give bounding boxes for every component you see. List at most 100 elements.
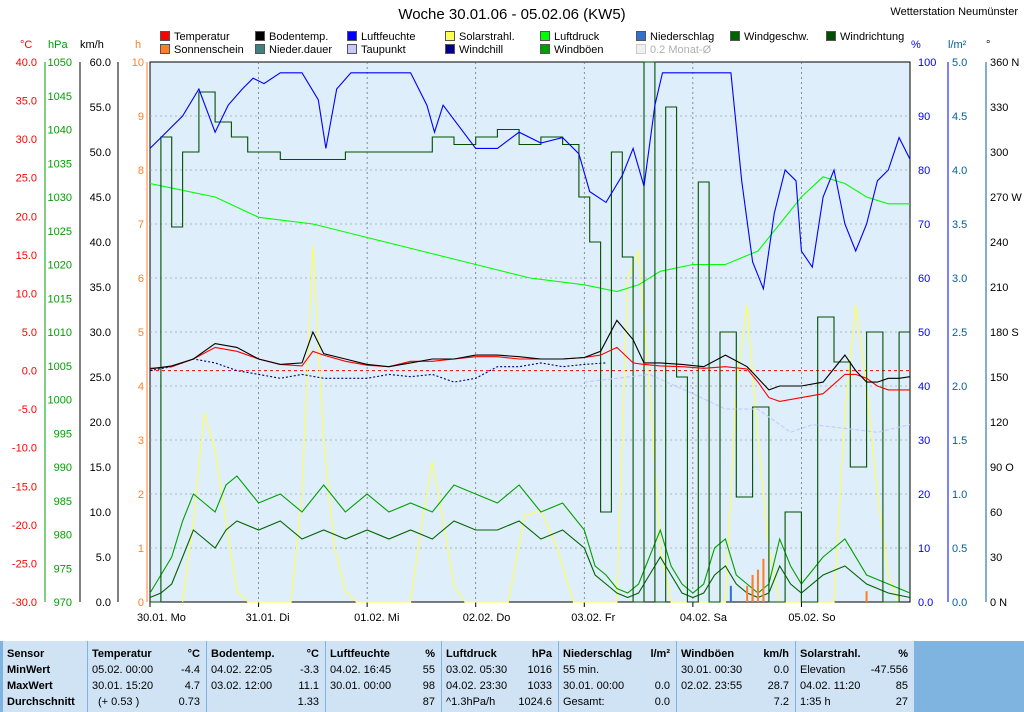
stats-luftdruck-r3d: ^1.3hPa/h: [446, 696, 496, 708]
stats-niederschlag-r2v: 0.0: [654, 680, 670, 692]
stats-bodentemp-r3v: 1.33: [297, 696, 319, 708]
temperature-axis-tick: -15.0: [12, 481, 37, 493]
pressure-axis-tick: 1050: [48, 57, 72, 69]
sunshine-axis-tick: 5: [138, 327, 144, 339]
legend-item: Sonnenschein: [160, 44, 244, 56]
legend-swatch: [730, 31, 740, 41]
wind-axis-tick: 30.0: [90, 327, 111, 339]
series-taupunkt: [584, 373, 911, 433]
stats-luftfeuchte-r2d: 30.01. 00:00: [330, 680, 392, 692]
pressure-axis-tick: 1040: [48, 125, 72, 137]
legend-label: Luftfeuchte: [361, 31, 416, 43]
wind-axis-tick: 15.0: [90, 462, 111, 474]
legend-label: Nieder.dauer: [269, 44, 332, 56]
stats-solar-u: %: [898, 648, 908, 660]
stats-windboeen-r3v: 7.2: [773, 696, 789, 708]
legend-label: Solarstrahl.: [459, 31, 515, 43]
stats-niederschlag-u: l/m²: [650, 648, 670, 660]
stats-luftfeuchte-r1d: 04.02. 16:45: [330, 664, 392, 676]
sunshine-axis-tick: 8: [138, 165, 144, 177]
stats-windboeen-u: km/h: [763, 648, 789, 660]
sunshine-bar: [757, 569, 759, 602]
stats-temperatur-h: Temperatur: [92, 648, 152, 660]
winddir-axis-tick: 240: [990, 237, 1008, 249]
stats-solar-r2v: 85: [895, 680, 908, 692]
sunshine-axis-tick: 2: [138, 489, 144, 501]
stats-luftfeuchte-r2v: 98: [422, 680, 435, 692]
stats-luftdruck-r3v: 1024.6: [518, 696, 552, 708]
stats-row-avg: Durchschnitt: [7, 696, 75, 708]
series-windchill: [149, 358, 607, 383]
wind-axis-tick: 25.0: [90, 372, 111, 384]
legend-item: Luftfeuchte: [347, 31, 415, 43]
stats-bodentemp-r2d: 03.02. 12:00: [211, 680, 273, 692]
rain-axis-tick: 4.5: [952, 111, 967, 123]
pressure-axis-tick: 1015: [48, 293, 72, 305]
rain-axis-tick: 1.5: [952, 435, 967, 447]
unit-kmh: km/h: [80, 39, 104, 51]
temperature-axis-tick: -30.0: [12, 597, 37, 609]
legend-item: Bodentemp.: [255, 31, 328, 43]
pressure-axis-tick: 980: [54, 530, 72, 542]
temperature-axis-tick: 5.0: [22, 327, 37, 339]
stats-luftfeuchte-r1v: 55: [422, 664, 435, 676]
legend-swatch: [160, 44, 170, 54]
legend-label: Windrichtung: [840, 31, 905, 43]
x-tick: 01.02. Mi: [354, 612, 399, 624]
legend-item: Windchill: [445, 44, 503, 56]
stats-temperatur-r1v: -4.4: [181, 664, 200, 676]
stats-windboeen-r1d: 30.01. 00:30: [681, 664, 743, 676]
winddir-axis-tick: 90 O: [990, 462, 1014, 474]
stats-bodentemp-h: Bodentemp.: [211, 648, 275, 660]
stats-luftfeuchte-r3v: 87: [422, 696, 435, 708]
series-windben: [149, 475, 911, 594]
winddir-axis-tick: 60: [990, 507, 1002, 519]
pressure-axis-tick: 1030: [48, 192, 72, 204]
stats-temperatur-r1d: 05.02. 00:00: [92, 664, 154, 676]
stats-solar-r1d: Elevation: [800, 664, 846, 676]
winddir-axis-tick: 300: [990, 147, 1008, 159]
stats-niederschlag-r3d: Gesamt:: [563, 696, 605, 708]
stats-temperatur-r2d: 30.01. 15:20: [92, 680, 154, 692]
pressure-axis-tick: 1010: [48, 327, 72, 339]
rain-axis-tick: 0.5: [952, 543, 967, 555]
legend-swatch: [826, 31, 836, 41]
legend-label: Temperatur: [174, 31, 230, 43]
wind-axis-tick: 10.0: [90, 507, 111, 519]
stats-solar-r2d: 04.02. 11:20: [800, 680, 861, 692]
series-windrichtung: [150, 61, 910, 603]
legend-swatch: [636, 44, 646, 54]
rain-axis-tick: 4.0: [952, 165, 967, 177]
wind-axis-tick: 45.0: [90, 192, 111, 204]
legend-swatch: [636, 31, 646, 41]
stats-windboeen-r2d: 02.02. 23:55: [681, 680, 743, 692]
temperature-axis-tick: -25.0: [12, 558, 37, 570]
sunshine-axis-tick: 4: [138, 381, 144, 393]
humidity-axis-tick: 50: [918, 327, 930, 339]
stats-temperatur-u: °C: [187, 648, 200, 660]
rain-axis-tick: 1.0: [952, 489, 967, 501]
legend-label: Luftdruck: [554, 31, 600, 43]
stats-niederschlag-r2d: 30.01. 00:00: [563, 680, 625, 692]
humidity-axis-tick: 10: [918, 543, 930, 555]
sunshine-bar: [751, 575, 754, 602]
legend-item: Temperatur: [160, 31, 230, 43]
stats-luftdruck: Luftdruck hPa 03.02. 05:30 1016 04.02. 23:30…: [441, 641, 558, 712]
stats-luftfeuchte-u: %: [425, 648, 435, 660]
stats-windboeen: Windböen km/h 30.01. 00:30 0.0 02.02. 23:55 2…: [676, 641, 795, 712]
stats-sensor-header: Sensor: [7, 648, 45, 660]
stats-windboeen-h: Windböen: [681, 648, 735, 660]
chart-title: Woche 30.01.06 - 05.02.06 (KW5): [398, 6, 626, 23]
unit-hpa: hPa: [48, 39, 68, 51]
legend-label: Niederschlag: [650, 31, 715, 43]
winddir-axis-tick: 210: [990, 282, 1008, 294]
legend-item: Solarstrahl.: [445, 31, 515, 43]
unit-hours: h: [135, 39, 142, 51]
stats-niederschlag-h: Niederschlag: [563, 648, 633, 660]
legend-item: Luftdruck: [540, 31, 599, 43]
legend-item: Niederschlag: [636, 31, 714, 43]
temperature-axis-tick: 10.0: [16, 288, 37, 300]
stats-solar: Solarstrahl.% Elevation -47.556 04.02. 11:2…: [795, 641, 914, 712]
legend-label: Taupunkt: [361, 44, 406, 56]
sunshine-bar: [865, 591, 868, 602]
